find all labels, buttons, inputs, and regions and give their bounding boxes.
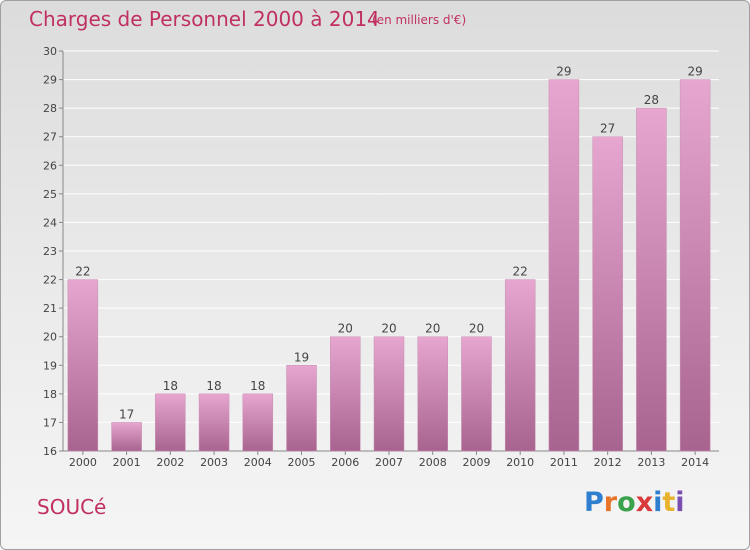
data-label: 28: [644, 93, 659, 107]
x-tick-label: 2013: [637, 456, 665, 469]
bar: [286, 365, 317, 452]
x-tick-label: 2010: [506, 456, 534, 469]
bar: [679, 79, 711, 452]
bar: [330, 336, 361, 452]
y-tick-label: 25: [43, 188, 57, 201]
y-tick-label: 19: [43, 359, 57, 372]
x-tick-label: 2004: [244, 456, 272, 469]
data-label: 29: [687, 65, 702, 79]
y-tick-labels: 16 17 18 19 20 21 22 23 24 25 26 27 28 29 30: [43, 45, 57, 458]
bar: [548, 79, 580, 452]
y-tick-label: 16: [43, 445, 57, 458]
y-tick-label: 27: [43, 131, 57, 144]
bar: [592, 136, 623, 452]
y-tick-label: 23: [43, 245, 57, 258]
bar: [417, 336, 448, 452]
data-label: 20: [338, 322, 353, 336]
data-label: 20: [381, 322, 396, 336]
y-tick-label: 21: [43, 302, 57, 315]
y-tick-label: 24: [43, 216, 57, 229]
data-label: 20: [425, 322, 440, 336]
bars: [67, 79, 711, 452]
data-label: 29: [556, 65, 571, 79]
x-tick-label: 2006: [331, 456, 359, 469]
x-tick-label: 2001: [113, 456, 141, 469]
data-label: 17: [119, 407, 134, 421]
x-tick-label: 2014: [681, 456, 709, 469]
proxiti-logo: Proxiti: [584, 487, 685, 518]
bar: [67, 279, 99, 452]
chart-subtitle: (en milliers d'€): [372, 13, 467, 27]
x-tick-label: 2011: [550, 456, 578, 469]
bar: [155, 393, 186, 452]
y-tick-label: 17: [43, 416, 57, 429]
x-tick-label: 2003: [200, 456, 228, 469]
bar: [504, 279, 536, 452]
data-label: 22: [513, 265, 528, 279]
data-label: 18: [163, 379, 178, 393]
data-label: 27: [600, 122, 615, 136]
x-tick-label: 2002: [156, 456, 184, 469]
data-label: 18: [250, 379, 265, 393]
x-tick-labels: 2000 2001 2002 2003 2004 2005 2006 2007 2008 2009…: [69, 456, 709, 469]
y-tick-label: 26: [43, 159, 57, 172]
commune-name: SOUCé: [37, 495, 107, 519]
x-tick-label: 2008: [419, 456, 447, 469]
y-tick-label: 28: [43, 102, 57, 115]
bar: [198, 393, 230, 452]
data-label: 19: [294, 350, 309, 364]
bar: [461, 336, 492, 452]
x-tick-label: 2000: [69, 456, 97, 469]
bar: [111, 422, 142, 452]
chart-title: Charges de Personnel 2000 à 2014: [29, 7, 380, 31]
y-tick-label: 22: [43, 274, 57, 287]
x-tick-label: 2009: [462, 456, 490, 469]
data-label: 20: [469, 322, 484, 336]
x-tick-label: 2007: [375, 456, 403, 469]
y-tick-label: 20: [43, 331, 57, 344]
bar: [373, 336, 405, 452]
y-tick-label: 29: [43, 74, 57, 87]
bar: [242, 393, 274, 452]
data-labels: 22 17 18 18 18 19 20 20 20 20 22 29 27 28 29: [75, 65, 703, 422]
y-tick-label: 30: [43, 45, 57, 58]
x-tick-label: 2005: [288, 456, 316, 469]
data-label: 18: [206, 379, 221, 393]
y-tick-label: 18: [43, 388, 57, 401]
bar: [636, 107, 667, 452]
x-tick-label: 2012: [594, 456, 622, 469]
data-label: 22: [75, 265, 90, 279]
